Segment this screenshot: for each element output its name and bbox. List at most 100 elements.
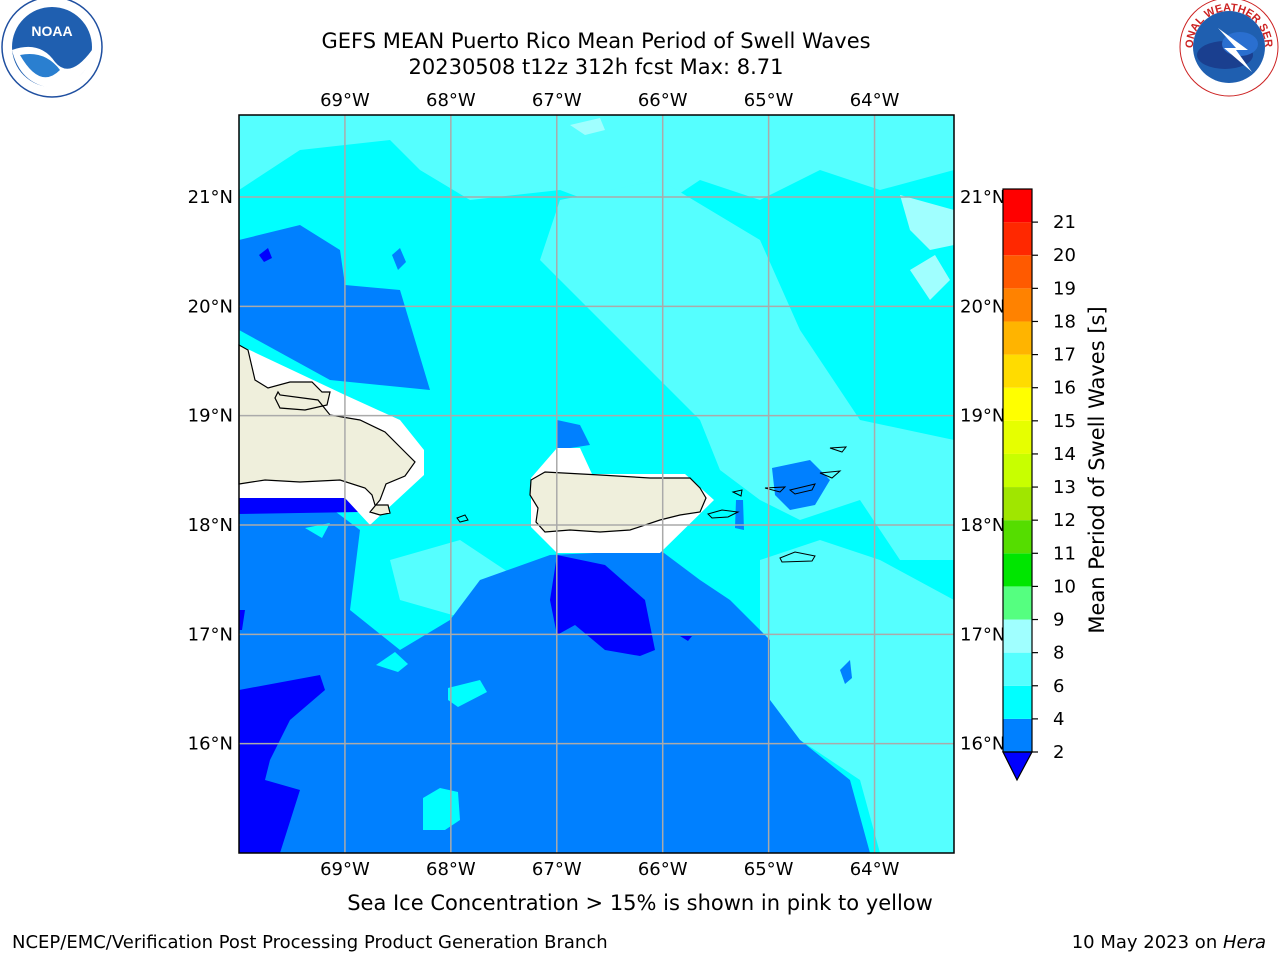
colorbar-segment	[1003, 586, 1032, 620]
map-region-under-2s	[680, 636, 692, 641]
map-region-under-2s	[259, 248, 272, 262]
colorbar-tick-label: 16	[1053, 378, 1076, 399]
land-anegada	[829, 446, 848, 453]
sea-ice-caption: Sea Ice Concentration > 15% is shown in …	[347, 891, 933, 915]
longitude-label-top: 69°W	[320, 90, 370, 111]
land-tortola	[788, 483, 816, 495]
map-region-6-8s	[239, 115, 954, 220]
latitude-label-left: 20°N	[188, 296, 233, 317]
land-vieques	[707, 509, 740, 519]
colorbar-tick-label: 20	[1053, 245, 1076, 266]
colorbar-tick-label: 12	[1053, 510, 1076, 531]
land-virgin-gorda	[819, 470, 842, 479]
colorbar-segment	[1003, 652, 1032, 686]
colorbar-tick-label: 10	[1053, 576, 1076, 597]
colorbar-tick-label: 21	[1053, 212, 1076, 233]
colorbar-tick-label: 15	[1053, 411, 1076, 432]
colorbar-segment	[1003, 420, 1032, 454]
colorbar-segment	[1003, 189, 1032, 223]
map-region-2-4s	[392, 248, 406, 270]
map-frame	[238, 114, 955, 854]
map-region-2-4s	[557, 420, 590, 450]
colorbar-segment	[1003, 718, 1032, 752]
colorbar-segment	[1003, 553, 1032, 587]
land-culebra	[731, 489, 743, 497]
map-region-2-4s	[772, 460, 830, 510]
map-region-2-4s	[735, 500, 744, 530]
map-region-4-6s	[305, 523, 330, 538]
footer-credit: NCEP/EMC/Verification Post Processing Pr…	[12, 932, 608, 953]
national-weather-service-logo: NATIONAL WEATHER SERVICE	[0, 0, 1279, 97]
colorbar-segment	[1003, 685, 1032, 719]
map-region-4-6s	[376, 652, 408, 672]
longitude-label-bottom: 68°W	[426, 859, 476, 880]
latitude-label-right: 21°N	[960, 187, 1005, 208]
map-panel: 69°W 69°W 68°W 68°W 67°W 67°W 66°W 66°W 65°W 65°W…	[188, 90, 1006, 880]
colorbar: 21 20 19 18 17 16 15 14 13 12 11 10 9 8 6 4 2	[1002, 188, 1076, 782]
land-mona-island	[456, 514, 469, 523]
colorbar-under-triangle	[1002, 751, 1034, 782]
colorbar-tick-label: 9	[1053, 610, 1064, 631]
longitude-label-bottom: 66°W	[638, 859, 688, 880]
colorbar-label: Mean Period of Swell Waves [s]	[1085, 306, 1109, 634]
colorbar-tick-label: 2	[1053, 742, 1064, 763]
latitude-label-left: 16°N	[188, 734, 233, 755]
footer-date-text: 10 May 2023 on	[1071, 932, 1223, 953]
colorbar-segment	[1003, 453, 1032, 488]
colorbar-segment	[1003, 487, 1032, 521]
map-region-2-4s	[239, 225, 430, 390]
longitude-label-bottom: 69°W	[320, 859, 370, 880]
colorbar-tick-label: 14	[1053, 444, 1076, 465]
map-region-8-9s	[910, 255, 950, 300]
map-region-6-8s	[760, 540, 954, 853]
map-region-8-9s	[570, 118, 605, 135]
land-st-thomas	[764, 486, 787, 493]
colorbar-segment	[1003, 255, 1032, 289]
longitude-label-top: 67°W	[532, 90, 582, 111]
colorbar-segment	[1003, 354, 1032, 388]
chart-title: GEFS MEAN Puerto Rico Mean Period of Swe…	[321, 29, 871, 53]
land-hispaniola	[238, 343, 416, 516]
colorbar-tick-label: 19	[1053, 278, 1076, 299]
graticule	[239, 115, 954, 853]
latitude-label-right: 18°N	[960, 515, 1005, 536]
colorbar-tick-label: 13	[1053, 477, 1076, 498]
latitude-label-left: 21°N	[188, 187, 233, 208]
latitude-label-right: 17°N	[960, 624, 1005, 645]
colorbar-tick-label: 6	[1053, 676, 1064, 697]
colorbar-segment	[1003, 321, 1032, 355]
longitude-label-bottom: 64°W	[850, 859, 900, 880]
longitude-label-bottom: 65°W	[744, 859, 794, 880]
nws-logo-text: NATIONAL WEATHER SERVICE	[0, 0, 1274, 48]
map-region-under-2s	[239, 498, 360, 514]
colorbar-tick-label: 11	[1053, 543, 1076, 564]
map-region-4-6s	[448, 680, 487, 707]
colorbar-tick-label: 18	[1053, 311, 1076, 332]
latitude-label-left: 18°N	[188, 515, 233, 536]
colorbar-tick-label: 4	[1053, 709, 1064, 730]
latitude-label-right: 19°N	[960, 406, 1005, 427]
longitude-label-top: 66°W	[638, 90, 688, 111]
longitude-label-top: 65°W	[744, 90, 794, 111]
colorbar-segment	[1003, 520, 1032, 554]
latitude-label-right: 16°N	[960, 734, 1005, 755]
longitude-label-bottom: 67°W	[532, 859, 582, 880]
map-region-under-2s	[239, 610, 245, 630]
colorbar-frame	[1002, 188, 1033, 753]
land-st-croix	[779, 551, 816, 563]
colorbar-segment	[1003, 387, 1032, 421]
colorbar-segment	[1003, 288, 1032, 322]
map-region-2-4s	[840, 660, 852, 684]
chart-subtitle: 20230508 t12z 312h fcst Max: 8.71	[408, 55, 784, 79]
noaa-logo: NOAA	[1, 0, 103, 98]
noaa-logo-text: NOAA	[31, 23, 72, 39]
map-region-under-2s	[550, 555, 655, 656]
footer-host: Hera	[1222, 932, 1266, 953]
colorbar-tick-label: 8	[1053, 643, 1064, 664]
latitude-label-left: 19°N	[188, 406, 233, 427]
map-region-under-2s	[239, 675, 325, 853]
map-region-2-4s	[239, 490, 870, 853]
map-region-6-8s	[540, 180, 954, 560]
latitude-label-left: 17°N	[188, 624, 233, 645]
